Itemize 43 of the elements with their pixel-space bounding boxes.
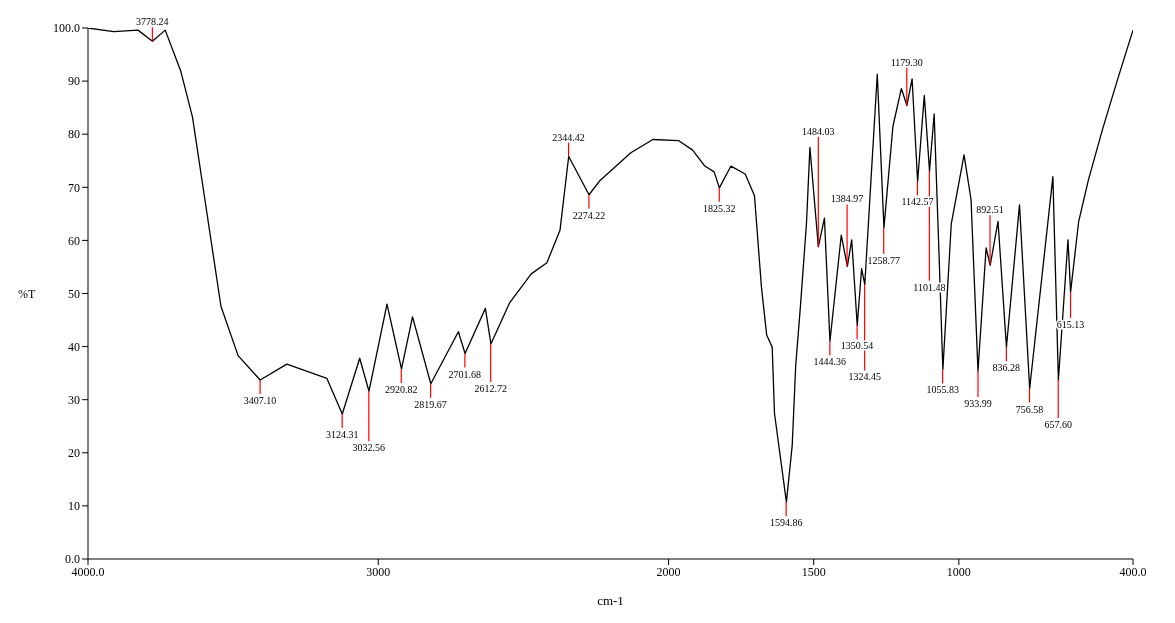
- x-tick-label: 3000: [366, 564, 391, 579]
- annotation: 756.58: [1015, 403, 1044, 415]
- annotation: 3032.56: [352, 442, 386, 454]
- annotation: 3778.24: [136, 16, 169, 28]
- annotation: 2344.42: [552, 131, 585, 143]
- annotation: 1258.77: [867, 254, 900, 266]
- x-tick-label: 400.0: [1119, 564, 1147, 579]
- annotation: 892.51: [976, 204, 1004, 216]
- x-tick-label: 2000: [656, 564, 681, 579]
- annotation: 836.28: [992, 362, 1021, 374]
- x-tick-label: 1000: [946, 564, 971, 579]
- y-axis-title: %T: [18, 286, 36, 301]
- annotation: 2274.22: [572, 209, 606, 221]
- annotation: 1825.32: [703, 202, 736, 214]
- annotation: 3407.10: [243, 395, 277, 407]
- y-tick-label: 30: [68, 392, 80, 407]
- y-tick-label: 0.0: [65, 552, 80, 567]
- y-tick-label: 90: [68, 74, 80, 89]
- x-tick-label: 1500: [801, 564, 826, 579]
- annotation: 657.60: [1044, 419, 1072, 431]
- annotation: 1594.86: [769, 517, 803, 529]
- annotation: 3124.31: [325, 429, 359, 441]
- annotation: 1484.03: [802, 125, 835, 137]
- annotation: 1179.30: [890, 56, 923, 68]
- annotation: 1384.97: [830, 193, 864, 205]
- x-tick-label: 4000.0: [71, 564, 105, 579]
- annotation: 2920.82: [385, 383, 418, 395]
- y-tick-label: 60: [68, 233, 80, 248]
- y-tick-label: 80: [68, 127, 80, 142]
- annotation: 2612.72: [474, 382, 507, 394]
- annotation: 2701.68: [448, 368, 482, 380]
- annotation: 2819.67: [414, 398, 447, 410]
- annotation: 1444.36: [813, 356, 847, 368]
- y-tick-label: 10: [68, 499, 80, 514]
- y-tick-label: 100.0: [53, 21, 80, 36]
- annotation: 933.99: [964, 398, 992, 410]
- y-tick-label: 70: [68, 180, 80, 195]
- annotation: 1324.45: [848, 371, 881, 383]
- y-tick-label: 20: [68, 446, 80, 461]
- y-tick-label: 50: [68, 286, 80, 301]
- annotation: 1055.83: [926, 384, 959, 396]
- y-tick-label: 40: [68, 339, 80, 354]
- x-axis-title: cm-1: [597, 593, 624, 608]
